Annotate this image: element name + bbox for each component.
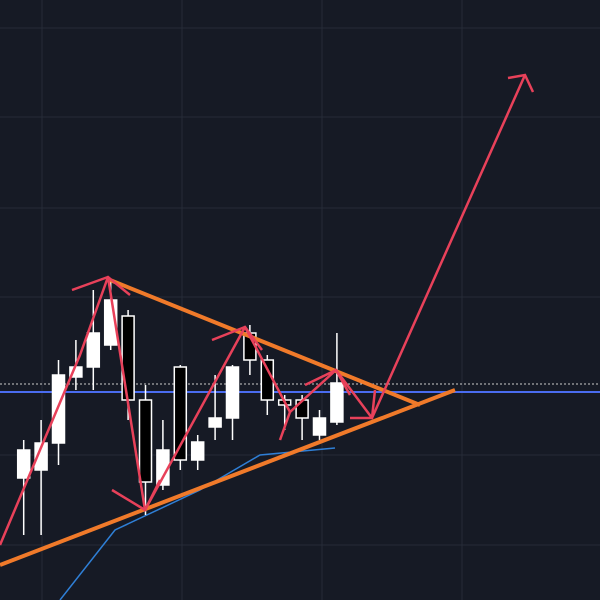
candle-body [86, 332, 101, 368]
support-line [0, 388, 456, 567]
candle-body [190, 441, 205, 461]
candle-body [208, 417, 222, 428]
candle-body [295, 399, 309, 419]
candle-body [225, 366, 240, 419]
arrow-heads [71, 73, 535, 512]
resistance-line [109, 278, 421, 407]
candle-body [330, 382, 344, 423]
candle-body [34, 442, 48, 471]
candle-body [138, 399, 153, 483]
candle-body [121, 315, 135, 401]
candle-body [16, 449, 31, 479]
candle-body [173, 366, 188, 461]
candle-body [312, 417, 327, 436]
candle-body [260, 359, 275, 401]
